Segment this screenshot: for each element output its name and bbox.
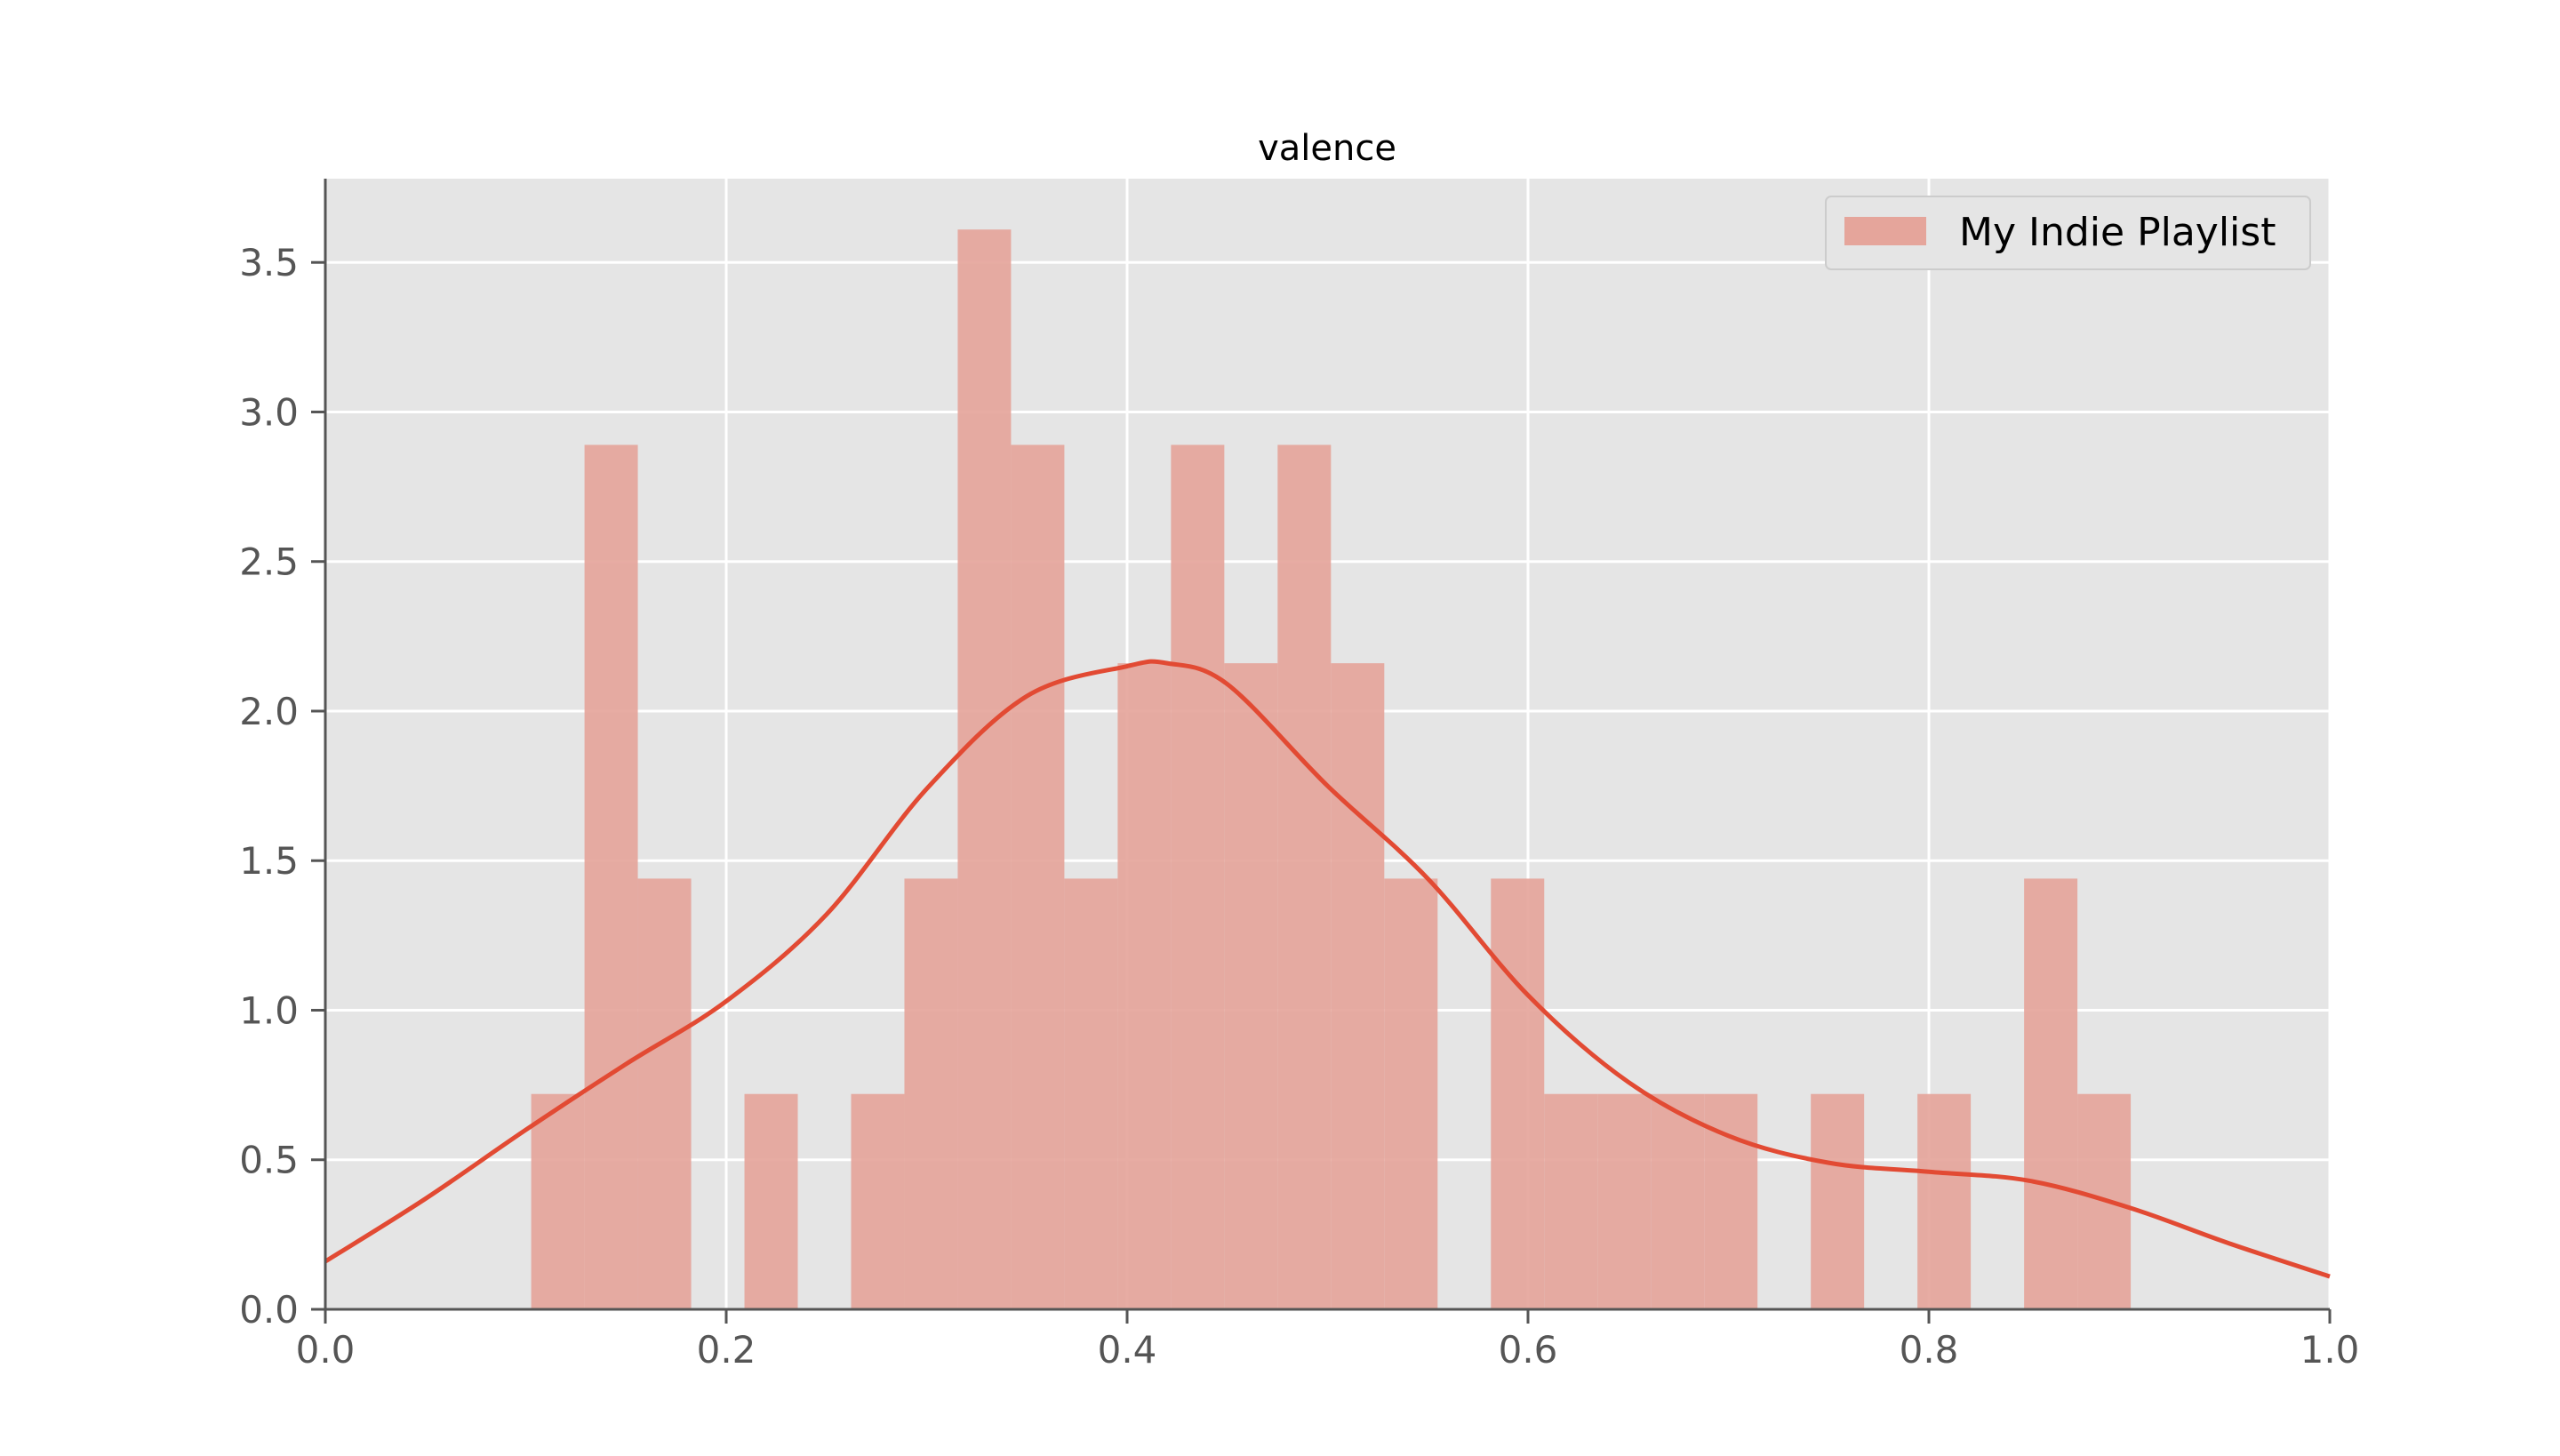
histogram-bar: [1171, 444, 1225, 1309]
histogram-bar: [1811, 1093, 1865, 1309]
histogram-bar: [1651, 1093, 1705, 1309]
x-tick-label: 1.0: [2300, 1328, 2360, 1372]
y-tick-label: 3.0: [239, 390, 299, 434]
histogram-bar: [1277, 444, 1332, 1309]
histogram-bar: [584, 444, 638, 1309]
histogram-bar: [1224, 663, 1278, 1309]
x-tick-label: 0.2: [697, 1328, 756, 1372]
y-tick-label: 0.5: [239, 1139, 299, 1182]
legend-swatch: [1844, 217, 1926, 245]
histogram-bar: [531, 1093, 585, 1309]
legend-label: My Indie Playlist: [1959, 210, 2276, 255]
axes: 0.0 0.2 0.4 0.6 0.8 1.0 0.0 0.5 1.0 1.5 2.0 2.5 3.0 3…: [239, 179, 2359, 1372]
histogram-bar: [1544, 1093, 1598, 1309]
kde-curve-group: [324, 659, 2331, 1279]
histogram-bar: [1597, 1093, 1652, 1309]
histogram-bar: [1011, 444, 1065, 1309]
histogram-bar: [744, 1093, 798, 1309]
histogram-bar: [1917, 1093, 1972, 1309]
histogram-bar: [957, 229, 1012, 1310]
chart-title: valence: [1258, 128, 1396, 169]
y-tick-label: 2.5: [239, 540, 299, 584]
x-tick-label: 0.4: [1098, 1328, 1157, 1372]
histogram-bar: [851, 1093, 905, 1309]
histogram-bars: [531, 229, 2132, 1310]
y-tick-label: 1.5: [239, 839, 299, 883]
x-tick-label: 0.0: [296, 1328, 356, 1372]
histogram-bar: [1331, 663, 1385, 1309]
x-tick-label: 0.6: [1499, 1328, 1558, 1372]
histogram-bar: [637, 878, 692, 1309]
y-tick-label: 3.5: [239, 241, 299, 284]
histogram-bar: [1117, 663, 1172, 1309]
histogram-bar: [1704, 1093, 1758, 1309]
legend-box: [1825, 196, 2311, 270]
histogram-bar: [904, 878, 958, 1309]
histogram-bar: [1064, 878, 1118, 1309]
histogram-bar: [1491, 878, 1545, 1309]
kde-line: [324, 659, 2331, 1279]
x-tick-label: 0.8: [1900, 1328, 1959, 1372]
y-tick-label: 1.0: [239, 988, 299, 1032]
legend: My Indie Playlist: [1825, 196, 2311, 270]
y-tick-label: 2.0: [239, 690, 299, 733]
histogram-bar: [1384, 878, 1438, 1309]
histogram-bar: [2024, 878, 2078, 1309]
y-tick-label: 0.0: [239, 1288, 299, 1332]
